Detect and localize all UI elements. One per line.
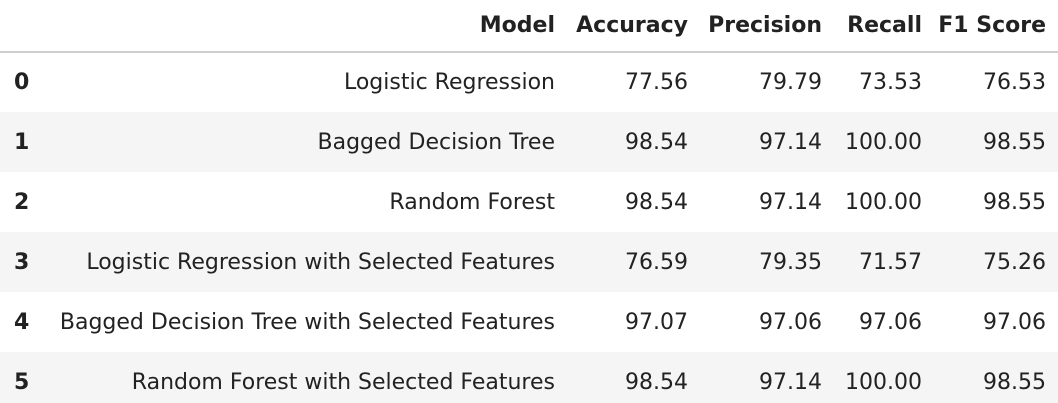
table-row: 2 Random Forest 98.54 97.14 100.00 98.55: [0, 172, 1058, 232]
cell-accuracy: 76.59: [625, 249, 688, 275]
table-body: 0 Logistic Regression 77.56 79.79 73.53 …: [0, 52, 1058, 403]
row-index: 4: [14, 309, 30, 335]
cell-recall: 100.00: [845, 189, 922, 215]
cell-recall: 100.00: [845, 129, 922, 155]
cell-accuracy: 98.54: [625, 129, 688, 155]
header-precision: Precision: [700, 0, 834, 53]
cell-accuracy: 97.07: [625, 309, 688, 335]
table-row: 0 Logistic Regression 77.56 79.79 73.53 …: [0, 52, 1058, 112]
cell-model: Logistic Regression with Selected Featur…: [86, 249, 555, 275]
cell-precision: 97.14: [759, 369, 822, 395]
cell-f1-score: 97.06: [983, 309, 1046, 335]
cell-precision: 79.35: [759, 249, 822, 275]
table-row: 4 Bagged Decision Tree with Selected Fea…: [0, 292, 1058, 352]
cell-precision: 79.79: [759, 70, 822, 95]
cell-model: Bagged Decision Tree: [317, 129, 556, 155]
table-header: Model Accuracy Precision Recall F1 Score: [0, 0, 1058, 53]
cell-f1-score: 98.55: [983, 189, 1046, 215]
cell-model: Random Forest with Selected Features: [131, 369, 555, 395]
row-index: 2: [14, 189, 30, 215]
cell-precision: 97.14: [759, 189, 822, 215]
cell-accuracy: 77.56: [625, 70, 688, 95]
cell-model: Random Forest: [389, 189, 555, 215]
header-f1-score: F1 Score: [934, 0, 1058, 53]
cell-recall: 71.57: [859, 249, 922, 275]
cell-accuracy: 98.54: [625, 369, 688, 395]
row-index: 5: [14, 369, 30, 395]
row-index: 3: [14, 249, 30, 275]
table-row: 1 Bagged Decision Tree 98.54 97.14 100.0…: [0, 112, 1058, 172]
header-accuracy: Accuracy: [567, 0, 700, 53]
table-row: 3 Logistic Regression with Selected Feat…: [0, 232, 1058, 292]
header-index: [0, 0, 40, 53]
table-row: 5 Random Forest with Selected Features 9…: [0, 352, 1058, 403]
cell-accuracy: 98.54: [625, 189, 688, 215]
header-model: Model: [40, 0, 567, 53]
cell-model: Logistic Regression: [343, 70, 555, 95]
cell-f1-score: 98.55: [983, 369, 1046, 395]
cell-f1-score: 98.55: [983, 129, 1046, 155]
cell-recall: 73.53: [859, 70, 922, 95]
row-index: 1: [14, 129, 30, 155]
row-index: 0: [14, 70, 30, 95]
cell-f1-score: 76.53: [983, 70, 1046, 95]
header-recall: Recall: [834, 0, 934, 53]
cell-recall: 100.00: [845, 369, 922, 395]
cell-precision: 97.06: [759, 309, 822, 335]
cell-precision: 97.14: [759, 129, 822, 155]
cell-model: Bagged Decision Tree with Selected Featu…: [59, 309, 555, 335]
cell-f1-score: 75.26: [983, 249, 1046, 275]
header-row: Model Accuracy Precision Recall F1 Score: [0, 0, 1058, 53]
cell-recall: 97.06: [859, 309, 922, 335]
